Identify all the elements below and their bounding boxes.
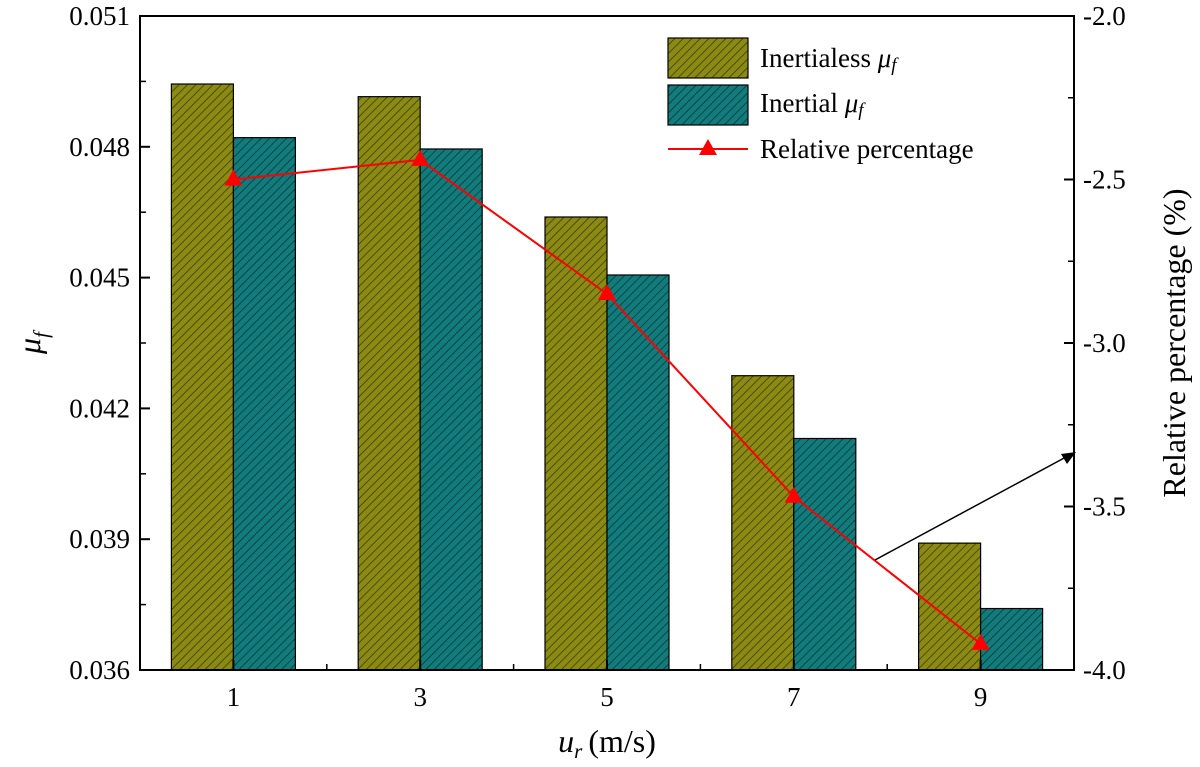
marker-relative-3 [411, 149, 430, 166]
y-axis-title: μf [11, 329, 53, 355]
y2-axis-title: Relative percentage (%) [1156, 188, 1192, 497]
y-tick-label: 0.039 [69, 524, 130, 554]
bar-inertialess-7 [731, 375, 795, 671]
right-axis: -4.0 -3.5 -3.0 -2.5 -2.0 [1064, 1, 1126, 685]
annotation-arrow [874, 452, 1076, 561]
y-axis-symbol: μ [11, 338, 47, 355]
x-axis-subscript: r [574, 739, 583, 763]
bar-inertial-3 [419, 148, 483, 671]
line-layer [224, 149, 990, 650]
x-tick-label: 7 [787, 682, 801, 712]
x-tick-label: 1 [227, 682, 241, 712]
legend-label-relative: Relative percentage [760, 134, 974, 164]
y2-tick-label: -2.0 [1083, 1, 1126, 31]
x-tick-label: 5 [600, 682, 614, 712]
legend-name-inertial: Inertial [760, 88, 838, 118]
bar-inertial-9 [979, 607, 1044, 671]
x-tick-label: 9 [974, 682, 988, 712]
legend-swatch-inertial [667, 84, 749, 126]
y-tick-label: 0.048 [69, 132, 130, 162]
bar-inertial-5 [606, 274, 670, 671]
legend-name-inertialess: Inertialess [760, 43, 871, 73]
bar-inertialess-1 [170, 83, 234, 671]
x-tick-label: 3 [413, 682, 427, 712]
legend-item-inertialess: Inertialess μf [667, 37, 899, 79]
x-axis: 1 3 5 7 9 [227, 660, 988, 712]
bar-inertialess-3 [357, 96, 421, 671]
marker-relative-5 [598, 283, 616, 300]
left-axis: 0.036 0.039 0.042 0.045 0.048 0.051 [69, 1, 150, 685]
marker-relative-7 [784, 486, 803, 503]
legend-symbol-inertialess: μ [877, 43, 892, 73]
bars-layer [170, 83, 1044, 671]
legend-marker-relative [699, 139, 717, 155]
bar-inertial-1 [232, 137, 296, 671]
legend: Inertialess μf Inertial μf Relative perc… [667, 37, 974, 164]
x-axis-title: ur (m/s) [558, 723, 656, 763]
y-tick-label: 0.042 [69, 393, 130, 423]
legend-item-inertial: Inertial μf [667, 84, 866, 126]
marker-relative-1 [224, 169, 243, 186]
legend-item-relative: Relative percentage [668, 134, 974, 164]
y-axis-subscript: f [29, 329, 53, 338]
y-tick-label: 0.051 [69, 1, 130, 31]
y2-tick-label: -2.5 [1083, 165, 1126, 195]
legend-symbol-inertial: μ [844, 88, 859, 118]
legend-subscript-inertialess: f [891, 55, 899, 76]
legend-label-inertialess: Inertialess μf [760, 43, 899, 76]
legend-swatch-inertialess [667, 37, 749, 79]
bar-inertialess-5 [544, 216, 608, 671]
y-tick-label: 0.036 [69, 655, 130, 685]
legend-label-inertial: Inertial μf [760, 88, 866, 121]
bar-inertialess-9 [917, 542, 982, 671]
x-axis-symbol: u [558, 723, 574, 759]
bar-inertial-7 [793, 437, 857, 671]
y2-tick-label: -4.0 [1083, 655, 1126, 685]
x-axis-unit: (m/s) [588, 723, 656, 759]
y-tick-label: 0.045 [69, 263, 130, 293]
marker-relative-9 [971, 633, 990, 650]
y2-tick-label: -3.0 [1083, 328, 1126, 358]
legend-subscript-inertial: f [858, 100, 866, 121]
y2-tick-label: -3.5 [1083, 492, 1126, 522]
